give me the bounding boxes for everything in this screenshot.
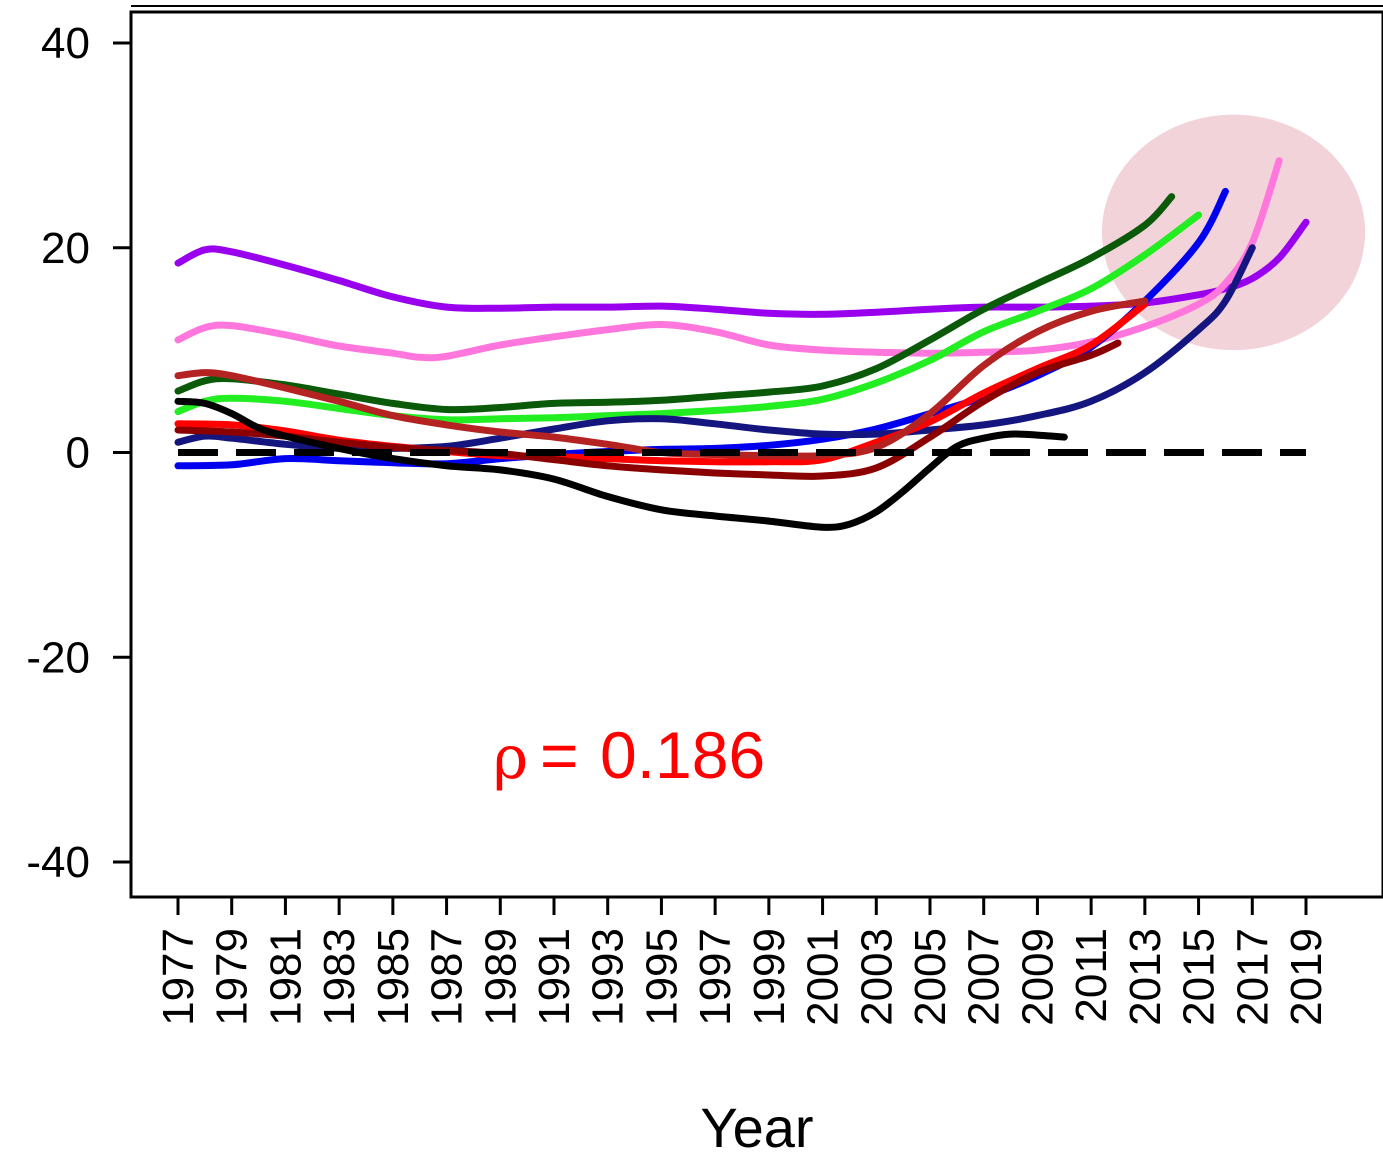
series-line-3 (174, 193, 1176, 414)
x-tick-label: 1993 (584, 928, 633, 1026)
series-line-1 (174, 218, 1310, 318)
y-axis: 40 20 0 -20 -40 (26, 19, 131, 887)
x-tick-label: 1977 (154, 928, 203, 1026)
x-axis: 1977 1979 1981 1983 1985 1987 1989 1991 1993 1995… (154, 897, 1331, 1026)
x-tick-label: 1995 (637, 928, 686, 1026)
x-tick-label: 1981 (261, 928, 310, 1026)
series-line-10 (174, 397, 1068, 531)
x-tick-label: 2013 (1121, 928, 1170, 1026)
highlight-ellipse (1101, 114, 1366, 351)
series-line-2 (174, 157, 1283, 362)
x-tick-label: 1989 (476, 928, 525, 1026)
x-tick-label: 1997 (691, 928, 740, 1026)
x-tick-label: 2009 (1013, 928, 1062, 1026)
x-tick-label: 1983 (315, 928, 364, 1026)
x-tick-label: 2007 (960, 928, 1009, 1026)
x-tick-label: 2015 (1175, 928, 1224, 1026)
x-tick-label: 2017 (1228, 928, 1277, 1026)
x-tick-label: 2005 (906, 928, 955, 1026)
y-tick-label: 20 (41, 224, 90, 273)
x-tick-label: 1991 (530, 928, 579, 1026)
x-tick-label: 2001 (799, 928, 848, 1026)
series-line-4 (174, 211, 1203, 424)
x-tick-label: 1987 (423, 928, 472, 1026)
correlation-equals-sign: = (540, 718, 579, 792)
correlation-rho-symbol: ρ (493, 723, 528, 793)
correlation-value: 0.186 (600, 718, 765, 792)
y-tick-label: -40 (26, 838, 90, 887)
plot-frame (129, 10, 1383, 899)
y-tick-label: 40 (41, 19, 90, 68)
y-tick-label: 0 (66, 429, 90, 478)
x-tick-label: 2003 (852, 928, 901, 1026)
x-axis-title: Year (700, 1096, 813, 1157)
x-tick-label: 2019 (1282, 928, 1331, 1026)
series-line-8 (174, 297, 1149, 460)
series-group (174, 157, 1310, 531)
x-tick-label: 1979 (208, 928, 257, 1026)
highlight-region (1101, 114, 1366, 351)
x-tick-label: 2011 (1067, 928, 1116, 1023)
x-tick-label: 1985 (369, 928, 418, 1026)
series-line-9 (174, 339, 1122, 480)
y-tick-label: -20 (26, 633, 90, 682)
x-tick-label: 1999 (745, 928, 794, 1026)
correlation-annotation: ρ = 0.186 (493, 718, 765, 793)
